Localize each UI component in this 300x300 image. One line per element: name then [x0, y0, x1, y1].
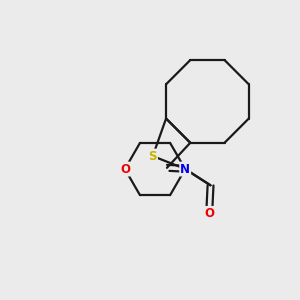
Text: N: N	[180, 163, 190, 176]
Text: S: S	[148, 150, 157, 163]
Text: O: O	[120, 163, 130, 176]
Text: O: O	[204, 207, 214, 220]
